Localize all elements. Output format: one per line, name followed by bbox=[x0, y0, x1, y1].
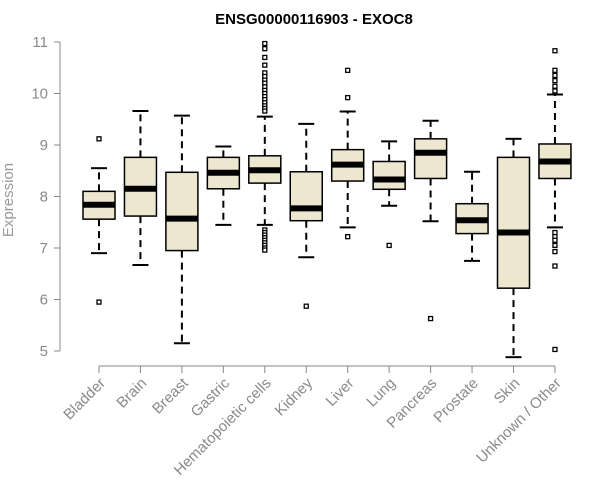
y-tick-label: 10 bbox=[31, 86, 48, 103]
box-group-bladder bbox=[82, 136, 116, 305]
outlier-point bbox=[552, 346, 558, 353]
outlier-point bbox=[96, 299, 102, 305]
box-group-brain bbox=[123, 110, 158, 266]
outlier-point bbox=[552, 229, 558, 236]
box-group-breast bbox=[165, 114, 199, 345]
outlier-point bbox=[345, 94, 351, 101]
outlier-point bbox=[262, 247, 268, 253]
box-group-skin bbox=[496, 137, 531, 359]
x-tick-label: Skin bbox=[491, 375, 524, 408]
x-tick-label: Breast bbox=[149, 374, 192, 417]
outlier-point bbox=[552, 72, 558, 79]
outlier-point bbox=[262, 108, 268, 114]
outlier-point bbox=[552, 237, 558, 243]
box-group-hematopoietic-cells bbox=[248, 40, 282, 253]
x-tick-label: Kidney bbox=[272, 374, 317, 419]
outlier-point bbox=[345, 67, 351, 73]
outlier-point bbox=[262, 54, 268, 61]
plot-area bbox=[82, 40, 572, 359]
outlier-point bbox=[552, 48, 558, 54]
y-tick-label: 8 bbox=[40, 189, 48, 206]
outlier-point bbox=[552, 248, 558, 255]
box-group-pancreas bbox=[413, 119, 448, 322]
iqr-box bbox=[165, 171, 199, 252]
outlier-point bbox=[552, 242, 558, 249]
box-group-kidney bbox=[289, 122, 323, 309]
y-axis: 5 6 7 8 9 10 11 bbox=[31, 34, 61, 360]
iqr-box bbox=[372, 160, 406, 191]
x-tick-label: Bladder bbox=[60, 375, 109, 424]
y-tick-label: 11 bbox=[32, 34, 48, 51]
outlier-point bbox=[96, 136, 102, 142]
box-group-gastric bbox=[206, 145, 241, 226]
outlier-point bbox=[386, 242, 392, 249]
iqr-box bbox=[413, 138, 448, 180]
y-tick-label: 6 bbox=[40, 292, 48, 309]
box-group-unknown-other bbox=[538, 48, 572, 353]
outlier-point bbox=[552, 83, 558, 89]
iqr-box bbox=[496, 156, 531, 289]
outlier-point bbox=[427, 315, 434, 322]
box-group-liver bbox=[330, 67, 365, 240]
chart-title: ENSG00000116903 - EXOC8 bbox=[215, 11, 413, 28]
outlier-point bbox=[303, 303, 309, 309]
x-tick-label: Prostate bbox=[430, 375, 482, 427]
x-tick-label: Liver bbox=[323, 375, 358, 410]
outlier-point bbox=[552, 263, 558, 269]
outlier-point bbox=[262, 40, 268, 47]
outlier-point bbox=[552, 88, 558, 94]
x-tick-label: Lung bbox=[363, 375, 399, 411]
iqr-box bbox=[289, 171, 323, 222]
y-tick-label: 7 bbox=[40, 240, 48, 257]
box-group-prostate bbox=[455, 170, 489, 262]
outlier-point bbox=[262, 62, 268, 68]
outlier-point bbox=[552, 77, 558, 84]
box-group-lung bbox=[372, 140, 406, 249]
x-tick-label: Brain bbox=[113, 375, 150, 412]
y-axis-label: Expression bbox=[0, 163, 17, 237]
y-tick-label: 5 bbox=[40, 343, 48, 360]
outlier-point bbox=[345, 234, 351, 240]
outlier-point bbox=[262, 46, 268, 52]
y-tick-label: 9 bbox=[40, 137, 48, 154]
outlier-point bbox=[552, 67, 558, 73]
